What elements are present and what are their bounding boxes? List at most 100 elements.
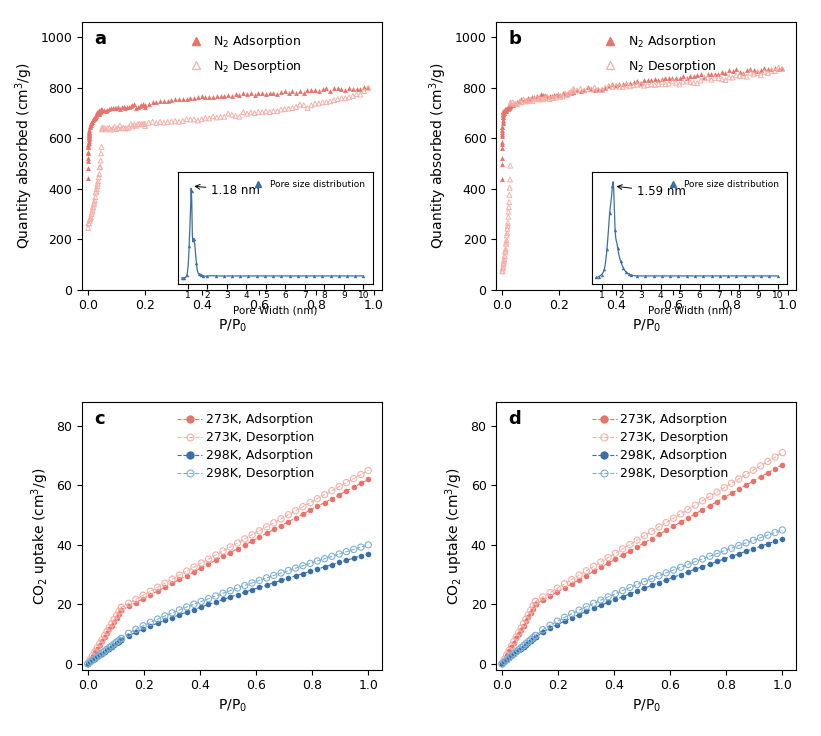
Point [496,121,509,133]
Point [504,101,517,113]
Point [603,80,616,92]
Point [94,103,108,115]
Point [539,90,552,102]
Point [687,70,700,82]
Point [500,237,513,249]
Point [498,107,511,118]
Point [498,104,511,116]
Point [342,82,355,93]
Point [667,520,680,532]
Point [231,543,244,555]
Point [562,87,576,99]
Point [754,460,767,472]
Point [106,102,119,114]
Point [361,539,374,551]
Point [623,80,636,92]
Point [81,162,94,174]
Point [587,565,600,577]
Point [195,91,209,102]
Point [94,147,108,159]
Point [245,535,259,547]
Point [225,90,238,102]
Point [95,647,108,659]
Point [690,68,704,80]
Point [585,83,598,95]
Point [113,119,126,131]
Legend: N$_2$ Adsorption, N$_2$ Desorption: N$_2$ Adsorption, N$_2$ Desorption [593,28,722,79]
Point [631,585,644,597]
Point [502,102,515,113]
Point [521,95,534,107]
Point [172,93,186,105]
Point [673,79,686,91]
Point [558,87,571,99]
Point [740,545,753,557]
Point [577,85,590,96]
Point [122,630,135,642]
Point [497,261,510,273]
Point [536,626,549,638]
Point [328,94,341,106]
Point [726,71,739,83]
Point [87,202,100,213]
Point [623,77,636,89]
Point [195,562,208,574]
Point [710,548,723,559]
Point [511,96,524,108]
Point [110,637,123,649]
Point [278,103,291,115]
Point [297,99,310,111]
Point [86,654,99,666]
Point [530,92,544,104]
Point [663,72,676,84]
Point [551,619,564,631]
Point [325,493,338,505]
Point [561,89,574,101]
Point [117,122,130,134]
Point [503,100,516,112]
Point [82,141,95,152]
Point [528,91,541,103]
Point [172,116,186,127]
Point [645,526,658,537]
Point [496,111,509,123]
Text: c: c [94,410,105,428]
Point [209,549,222,561]
Point [655,74,668,85]
Point [168,93,181,105]
Point [536,93,549,105]
Point [776,524,789,536]
Point [161,116,174,128]
Point [304,504,317,516]
Point [504,96,517,108]
Point [318,561,331,573]
Point [501,227,514,239]
Point [187,598,200,610]
Point [309,85,322,96]
Point [355,541,368,553]
Point [311,555,324,567]
Point [740,537,753,549]
Point [653,521,666,533]
Point [539,92,552,104]
Point [556,91,569,102]
Point [544,587,557,598]
Point [248,89,261,101]
Point [684,70,697,82]
Point [558,615,571,627]
Point [498,253,511,265]
Point [536,595,549,606]
Point [725,478,738,489]
Point [130,626,143,638]
Point [585,83,598,95]
Point [260,572,273,584]
Point [712,72,725,84]
Point [296,508,310,520]
Point [85,116,99,127]
Point [695,68,708,80]
Point [503,174,516,185]
Point [158,610,172,622]
Point [130,597,143,609]
Point [754,64,768,76]
Point [502,645,516,657]
